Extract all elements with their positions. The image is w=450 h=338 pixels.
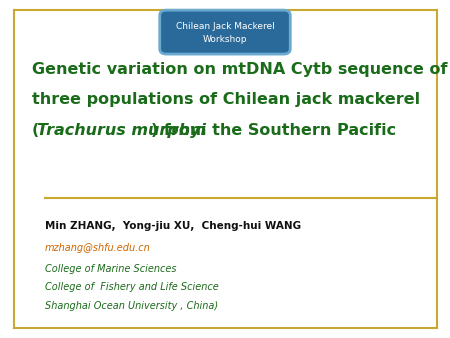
Text: Trachurus murphyi: Trachurus murphyi (37, 123, 207, 138)
Text: (: ( (32, 123, 39, 138)
Text: Chilean Jack Mackerel: Chilean Jack Mackerel (176, 22, 274, 30)
Text: Shanghai Ocean University , China): Shanghai Ocean University , China) (45, 301, 218, 311)
Text: Min ZHANG,  Yong-jiu XU,  Cheng-hui WANG: Min ZHANG, Yong-jiu XU, Cheng-hui WANG (45, 221, 301, 232)
FancyBboxPatch shape (160, 10, 290, 54)
Text: three populations of Chilean jack mackerel: three populations of Chilean jack macker… (32, 92, 419, 107)
Text: College of  Fishery and Life Science: College of Fishery and Life Science (45, 282, 219, 292)
Text: mzhang@shfu.edu.cn: mzhang@shfu.edu.cn (45, 243, 151, 254)
Text: Genetic variation on mtDNA Cytb sequence of: Genetic variation on mtDNA Cytb sequence… (32, 62, 447, 77)
Text: Workshop: Workshop (203, 35, 247, 44)
Text: College of Marine Sciences: College of Marine Sciences (45, 264, 176, 274)
Text: ) from the Southern Pacific: ) from the Southern Pacific (151, 123, 396, 138)
